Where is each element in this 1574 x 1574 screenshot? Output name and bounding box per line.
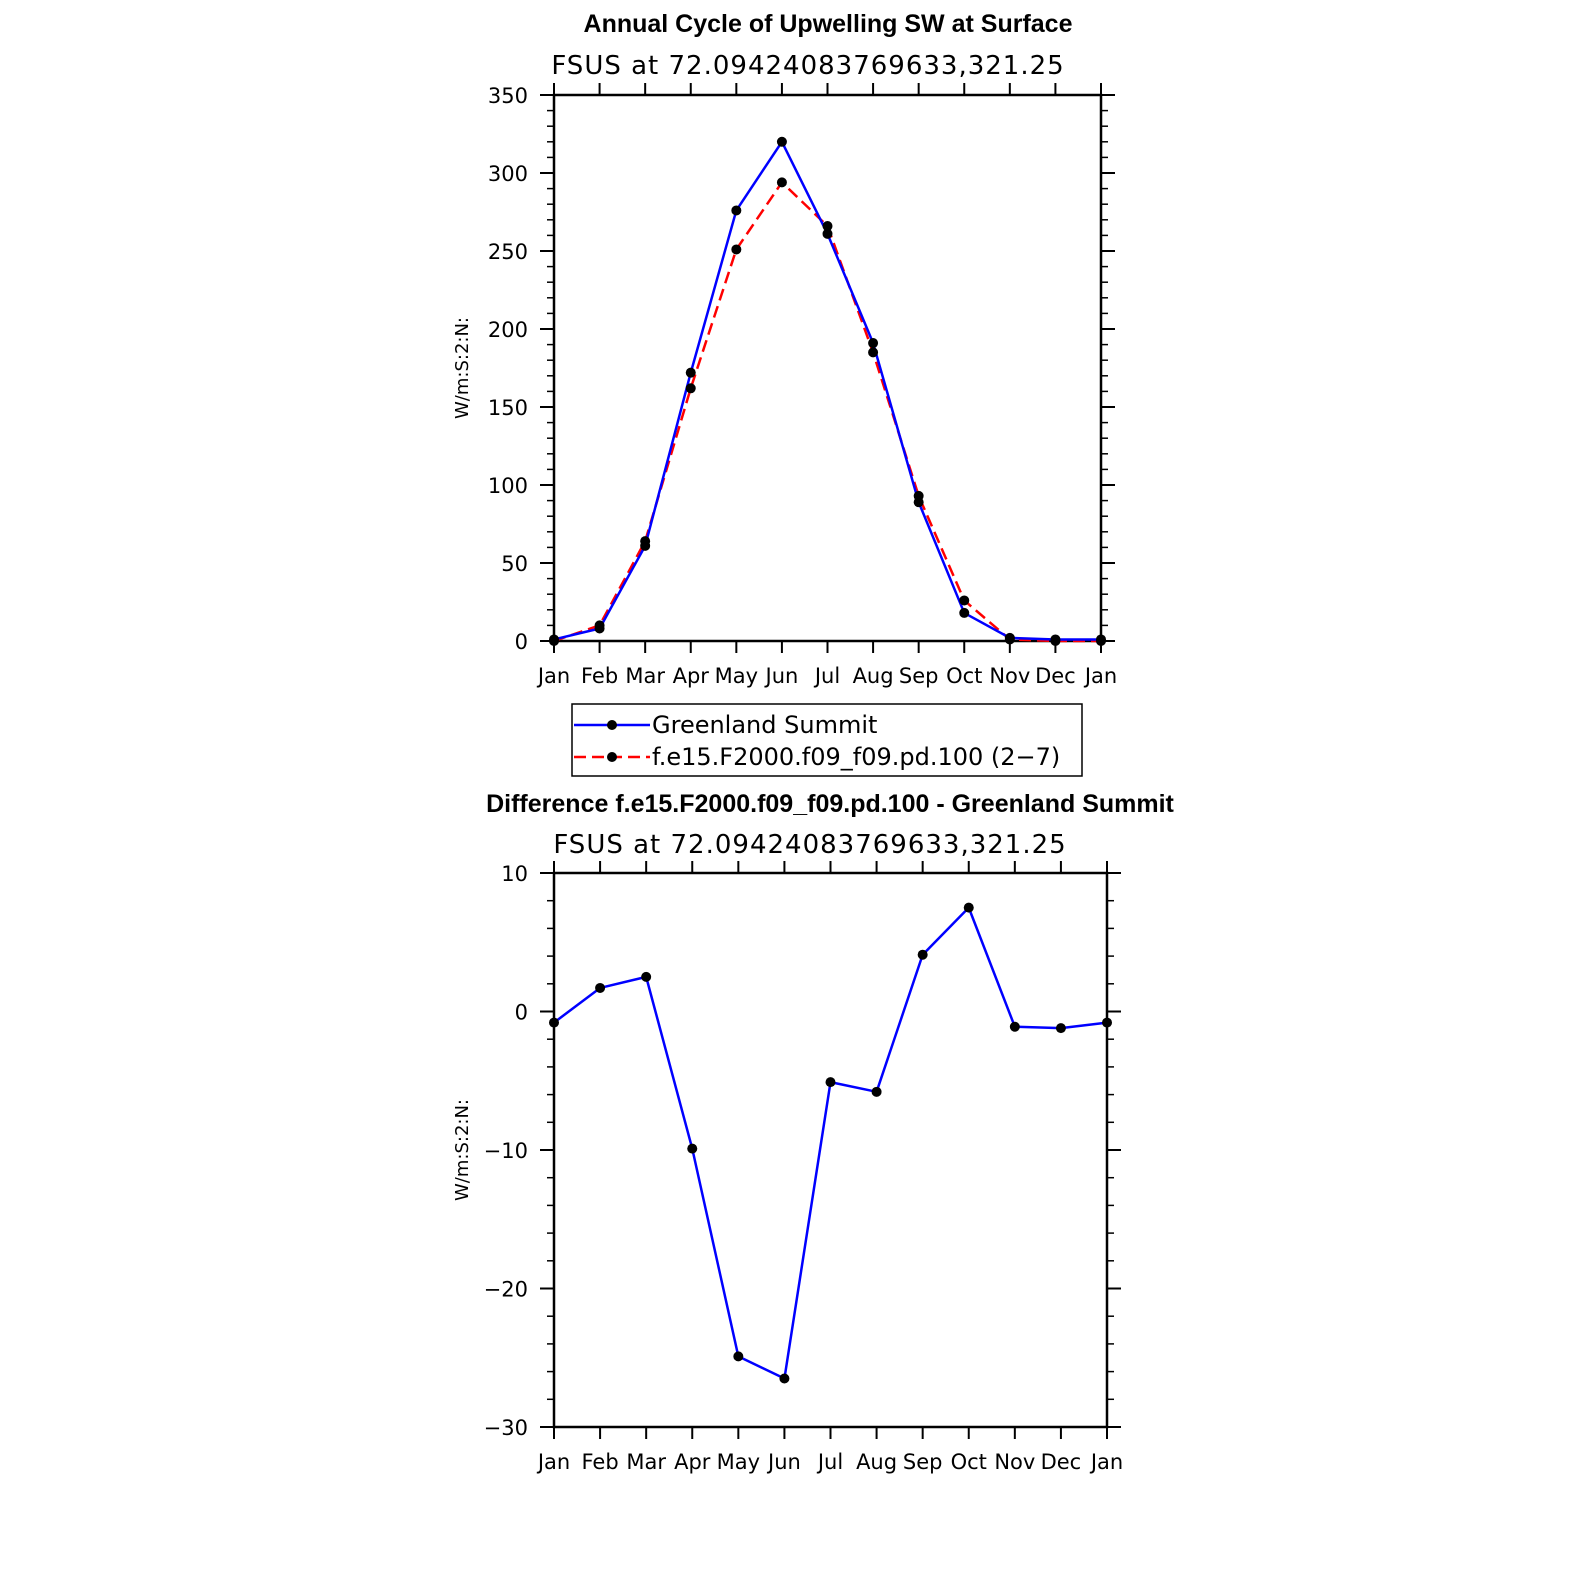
panel-2-series-1-point: [733, 1351, 744, 1362]
panel-1-series-2-point: [731, 244, 742, 255]
panel-2-series-1-point: [1055, 1023, 1066, 1034]
panel-1-x-tick-label: Jan: [536, 664, 570, 688]
panel-1-series-1-point: [959, 607, 970, 618]
panel-1-x-tick-label: Mar: [625, 664, 665, 688]
panel-1-x-tick-label: May: [715, 664, 758, 688]
panel-1-series-2-point: [640, 536, 651, 547]
legend: Greenland Summit f.e15.F2000.f09_f09.pd.…: [571, 703, 1083, 777]
panel-2-series-1-point: [641, 971, 652, 982]
panel-1-plot-frame: [552, 93, 1103, 643]
panel-1-y-axis-label: W/m:S:2:N:: [452, 317, 473, 419]
panel-1-x-tick-label: Apr: [673, 664, 710, 688]
panel-1-x-tick-label: Jun: [764, 664, 799, 688]
panel-1-y-tick-label: 350: [488, 84, 528, 108]
panel-1-series-2-point: [1004, 634, 1015, 645]
panel-2-series-1-point: [871, 1086, 882, 1097]
panel-1-x-tick-label: Jul: [813, 664, 840, 688]
panel-2-series-1-point: [825, 1077, 836, 1088]
panel-1-series-2-point: [549, 636, 559, 646]
panel-2-x-tick-label: Jul: [816, 1450, 843, 1474]
panel-1-x-tick-label: Oct: [946, 664, 982, 688]
panel-1-x-tick-label: Aug: [853, 664, 894, 688]
panel-1-series-2-point: [776, 177, 787, 188]
annual-cycle-panel: Annual Cycle of Upwelling SW at Surface …: [452, 10, 1117, 777]
panel-1-series-1-point: [868, 338, 879, 349]
panel-1-y-tick-label: 200: [488, 318, 528, 342]
panel-2-subtitle: FSUS at 72.09424083769633,321.25: [553, 830, 1066, 860]
panel-1-x-tick-label: Dec: [1035, 664, 1076, 688]
panel-2-plot-frame: [552, 871, 1109, 1429]
panel-1-y-tick-label: 0: [515, 630, 528, 654]
legend-marker-model: [607, 752, 617, 762]
panel-2-series-1-point: [1102, 1017, 1112, 1028]
panel-2-x-tick-label: Feb: [581, 1450, 618, 1474]
panel-1-y-tick-label: 150: [488, 396, 528, 420]
panel-2-y-tick-label: 0: [515, 1001, 528, 1025]
panel-2-series-1-point: [549, 1017, 559, 1028]
panel-1-y-tick-label: 300: [488, 162, 528, 186]
difference-panel: Difference f.e15.F2000.f09_f09.pd.100 - …: [452, 790, 1175, 1474]
panel-1-y-tick-label: 50: [501, 552, 528, 576]
panel-1-series-2-point: [1096, 636, 1106, 646]
panel-2-series-1-point: [963, 902, 974, 913]
panel-1-series-2-line: [553, 181, 1101, 643]
panel-1-series-2-point: [868, 347, 879, 358]
panel-1-series-2-point: [685, 383, 696, 394]
legend-box: [571, 703, 1083, 777]
panel-1-x-tick-label: Sep: [899, 664, 939, 688]
panel-1-x-tick-label: Jan: [1083, 664, 1117, 688]
panel-2-marks: Jan Feb Mar Apr May Jun Jul Aug Sep Oct Nov Dec Jan−…: [484, 861, 1123, 1474]
panel-2-x-tick-label: Apr: [674, 1450, 711, 1474]
panel-2-x-tick-label: Dec: [1041, 1450, 1082, 1474]
panel-1-series-2-point: [822, 221, 833, 232]
panel-2-x-tick-label: Nov: [994, 1450, 1035, 1474]
panel-1-x-tick-label: Nov: [989, 664, 1030, 688]
panel-1-series-1-point: [685, 367, 696, 378]
panel-2-y-axis-label: W/m:S:2:N:: [452, 1099, 473, 1201]
panel-1-y-tick-label: 100: [488, 474, 528, 498]
panel-1-series-1-line: [553, 140, 1101, 641]
panel-2-series-1-point: [687, 1143, 698, 1154]
panel-1-x-tick-label: Feb: [581, 664, 618, 688]
panel-1-y-tick-label: 250: [488, 240, 528, 264]
panel-1-title: Annual Cycle of Upwelling SW at Surface: [584, 10, 1073, 38]
panel-2-series-1-line: [553, 906, 1108, 1380]
panel-2-x-tick-label: Aug: [856, 1450, 897, 1474]
panel-2-series-1-point: [595, 982, 606, 993]
panel-2-x-tick-label: Mar: [626, 1450, 666, 1474]
panel-2-x-tick-label: Jan: [1089, 1450, 1123, 1474]
panel-2-x-tick-label: Oct: [951, 1450, 987, 1474]
panel-1-series-1-point: [731, 205, 742, 216]
panel-1-series-2-point: [1050, 636, 1061, 646]
panel-2-series-1-point: [779, 1373, 790, 1384]
panel-2-series-1-point: [917, 949, 928, 960]
panel-2-y-tick-label: −30: [484, 1416, 528, 1440]
panel-1-series-2-point: [959, 595, 970, 606]
panel-2-y-tick-label: −10: [484, 1139, 528, 1163]
panel-2-x-tick-label: Sep: [903, 1450, 943, 1474]
panel-1-series-1-point: [776, 136, 787, 147]
panel-2-y-tick-label: −20: [484, 1278, 528, 1302]
legend-label-greenland-summit: Greenland Summit: [652, 711, 877, 739]
panel-2-x-tick-label: Jun: [766, 1450, 801, 1474]
panel-2-x-tick-label: Jan: [536, 1450, 570, 1474]
panel-1-series-2-point: [594, 620, 605, 631]
panel-2-y-tick-label: 10: [501, 862, 528, 886]
panel-1-subtitle: FSUS at 72.09424083769633,321.25: [551, 51, 1064, 81]
panel-1-series-1-point: [822, 228, 833, 239]
legend-marker-greenland-summit: [607, 720, 617, 730]
panel-2-x-tick-label: May: [717, 1450, 760, 1474]
panel-2-title: Difference f.e15.F2000.f09_f09.pd.100 - …: [486, 790, 1174, 818]
panel-2-series-1-point: [1009, 1021, 1020, 1032]
panel-1-series-2-point: [913, 490, 924, 501]
legend-label-model: f.e15.F2000.f09_f09.pd.100 (2−7): [652, 743, 1060, 771]
panel-1-marks: Jan Feb Mar Apr May Jun Jul Aug Sep Oct Nov Dec Jan 0…: [488, 83, 1117, 688]
